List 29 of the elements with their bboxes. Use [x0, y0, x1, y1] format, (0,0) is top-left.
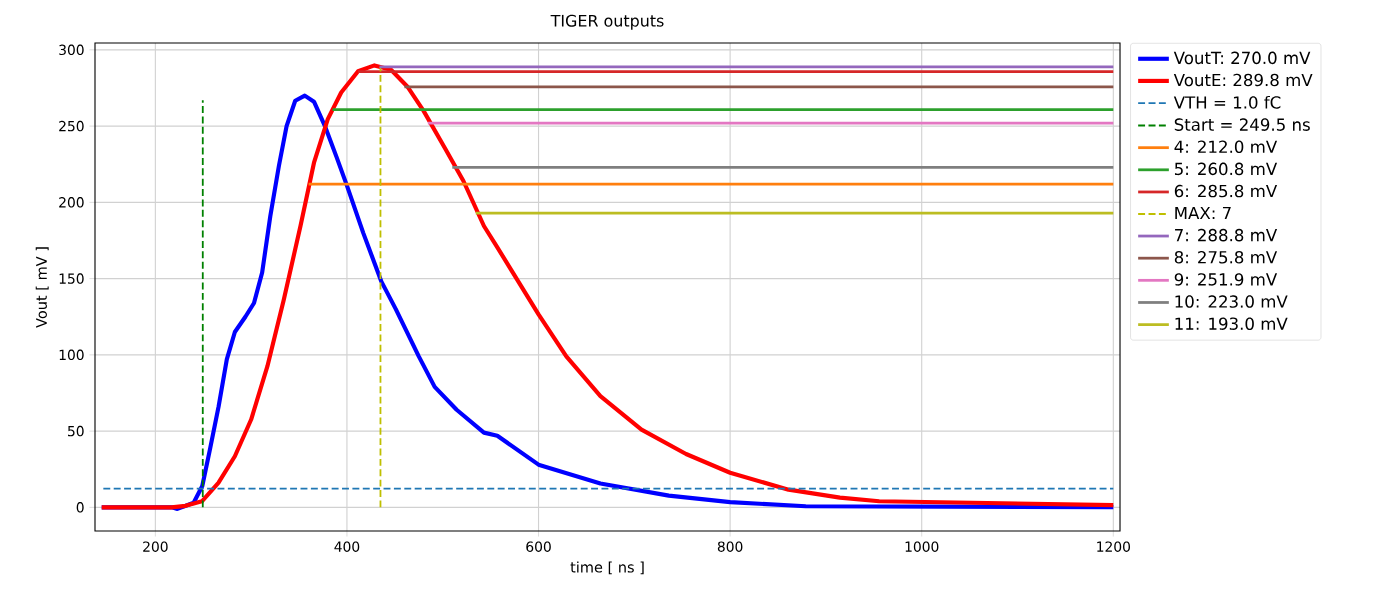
- legend-label: 5: 260.8 mV: [1174, 162, 1278, 176]
- legend-label: 6: 285.8 mV: [1174, 184, 1278, 198]
- legend-label: VTH = 1.0 fC: [1173, 95, 1281, 109]
- legend-label: 8: 275.8 mV: [1174, 250, 1278, 264]
- y-tick-label: 250: [59, 120, 84, 132]
- y-tick-label: 0: [76, 502, 84, 513]
- x-tick-label: 400: [334, 541, 360, 552]
- legend-label: 4: 212.0 mV: [1174, 140, 1278, 154]
- x-tick-label: 1000: [905, 541, 939, 552]
- x-axis-title: time [ ns ]: [570, 561, 644, 575]
- y-axis-title: Vout [ mV ]: [35, 247, 49, 328]
- y-tick-label: 150: [59, 273, 84, 284]
- legend-label: 7: 288.8 mV: [1175, 228, 1278, 242]
- x-tick-label: 800: [717, 541, 743, 552]
- legend-label: 10: 223.0 mV: [1175, 295, 1288, 308]
- legend-label: 9: 251.9 mV: [1174, 273, 1278, 286]
- chart-title: TIGER outputs: [550, 14, 664, 30]
- x-tick-label: 1200: [1097, 541, 1130, 552]
- legend-label: MAX: 7: [1175, 206, 1231, 220]
- legend-label: Start = 249.5 ns: [1174, 118, 1310, 131]
- x-tick-label: 200: [143, 541, 168, 552]
- y-tick-label: 300: [59, 44, 84, 56]
- y-tick-label: 100: [59, 349, 84, 361]
- y-tick-label: 50: [68, 425, 84, 437]
- legend-label: 11: 193.0 mV: [1175, 317, 1288, 330]
- x-tick-label: 600: [526, 541, 551, 552]
- legend-label: VoutT: 270.0 mV: [1173, 51, 1311, 65]
- y-tick-label: 200: [59, 197, 84, 208]
- legend-label: VoutE: 289.8 mV: [1173, 73, 1313, 87]
